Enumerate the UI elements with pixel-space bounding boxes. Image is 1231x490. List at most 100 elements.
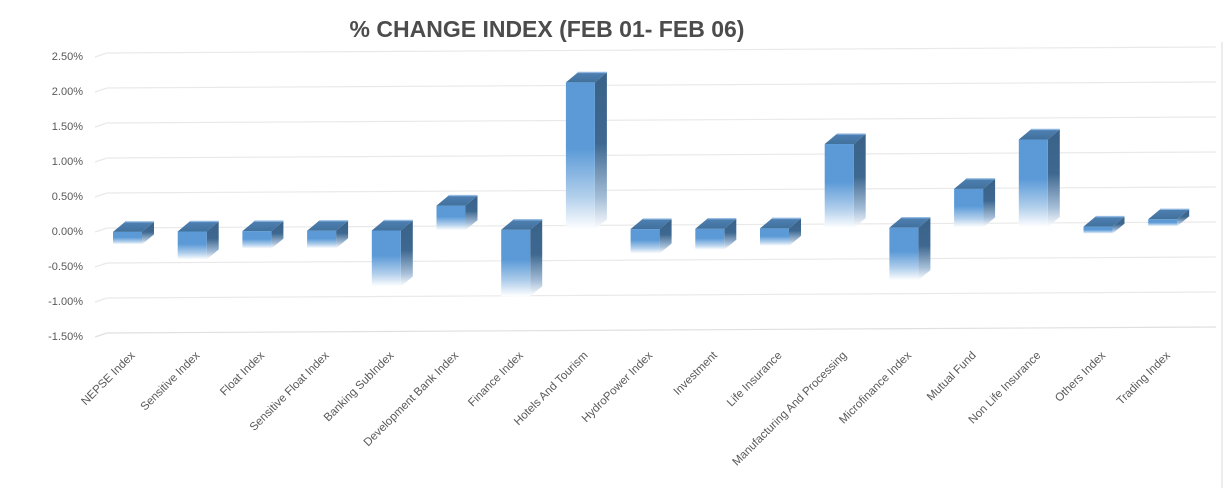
bar-top-face [1018, 129, 1060, 140]
gridline [106, 81, 1217, 89]
bar-front-face [1083, 226, 1113, 234]
x-category-label: NEPSE Index [79, 349, 137, 407]
bar-float-index[interactable] [242, 220, 284, 249]
bar-top-face [954, 178, 996, 189]
bar-hydropower-index[interactable] [630, 218, 672, 254]
bar-side-face [142, 221, 154, 245]
bar-front-face [436, 205, 466, 231]
bar-front-face [695, 228, 725, 250]
bar-front-face [565, 82, 595, 230]
gridline [106, 256, 1217, 264]
bar-top-face [436, 195, 478, 206]
bar-top-face [501, 219, 543, 230]
bar-life-insurance[interactable] [760, 217, 801, 246]
y-tick-label: 1.00% [52, 156, 83, 168]
bar-manufacturing-and-processing[interactable] [824, 133, 866, 229]
bar-front-face [242, 231, 272, 249]
bar-front-face [177, 231, 207, 260]
bar-top-face [1083, 216, 1125, 227]
gridline [106, 291, 1217, 299]
gridline-connector [94, 227, 108, 233]
bar-top-face [1148, 209, 1190, 220]
bar-side-face [853, 134, 866, 229]
bar-side-face [1112, 216, 1125, 234]
gridline-connector [94, 157, 108, 163]
bar-top-face [371, 220, 413, 231]
bar-side-face [789, 218, 801, 246]
bar-top-face [242, 221, 284, 232]
bar-top-face [695, 218, 737, 229]
gridline [106, 116, 1217, 124]
gridline-connector [94, 262, 108, 268]
bar-top-face [565, 72, 607, 83]
bar-others-index[interactable] [1083, 215, 1125, 234]
bar-front-face [1148, 219, 1178, 227]
bar-side-face [336, 220, 349, 249]
bar-development-bank-index[interactable] [436, 194, 478, 231]
bar-side-face [918, 217, 931, 281]
y-tick-label: 2.50% [52, 51, 83, 63]
bar-finance-index[interactable] [501, 219, 543, 297]
x-category-label: Others Index [1053, 349, 1108, 404]
bar-side-face [594, 72, 607, 230]
x-category-label: Non Life Insurance [967, 350, 1044, 427]
gridline-connector [94, 87, 108, 93]
bar-sensitive-index[interactable] [177, 220, 219, 260]
bar-side-face [530, 219, 543, 297]
bar-front-face [889, 227, 919, 281]
y-tick-label: -1.50% [48, 331, 83, 343]
bar-front-face [1018, 139, 1048, 227]
bar-top-face [630, 219, 672, 230]
gridline-connector [94, 332, 108, 338]
x-category-label: Microfinance Index [837, 349, 914, 426]
bar-side-face [659, 219, 672, 254]
gridline-connector [94, 122, 108, 128]
bar-hotels-and-tourism[interactable] [565, 71, 607, 230]
bar-side-face [400, 220, 413, 287]
bar-mutual-fund[interactable] [954, 178, 996, 228]
bar-top-face [307, 220, 349, 231]
bar-sensitive-float-index[interactable] [307, 220, 349, 249]
bar-trading-index[interactable] [1148, 208, 1190, 227]
bar-banking-subindex[interactable] [371, 219, 413, 287]
bar-front-face [824, 144, 854, 229]
x-category-label: HydroPower Index [580, 349, 656, 425]
bar-side-face [1177, 209, 1190, 227]
bar-front-face [307, 230, 337, 249]
bar-side-face [271, 221, 284, 249]
gridline [106, 46, 1217, 54]
y-tick-label: -0.50% [48, 261, 83, 273]
bar-front-face [371, 230, 401, 287]
bar-side-face [1047, 129, 1060, 227]
bar-front-face [113, 231, 142, 245]
bar-side-face [983, 178, 996, 228]
bar-nepse-index[interactable] [113, 221, 154, 245]
bar-non-life-insurance[interactable] [1018, 128, 1060, 227]
bar-top-face [889, 217, 931, 228]
bar-side-face [465, 195, 478, 231]
y-tick-label: 0.50% [52, 191, 83, 203]
x-category-label: Float Index [218, 349, 267, 398]
x-category-label: Investment [672, 349, 721, 398]
x-category-label: Mutual Fund [925, 350, 979, 404]
bar-investment[interactable] [695, 218, 737, 250]
y-tick-label: 1.50% [52, 121, 83, 133]
chart-title: % CHANGE INDEX (FEB 01- FEB 06) [350, 16, 745, 42]
bar-top-face [824, 134, 866, 145]
bar-front-face [954, 188, 984, 228]
gridline-connector [94, 52, 108, 58]
gridline-connector [94, 192, 108, 198]
bar-microfinance-index[interactable] [889, 216, 931, 281]
y-tick-label: 0.00% [52, 226, 83, 238]
bar-front-face [760, 228, 789, 246]
x-category-label: Finance Index [466, 349, 526, 409]
bar-side-face [724, 218, 737, 250]
x-category-label: Trading Index [1115, 349, 1173, 407]
gridline-connector [94, 297, 108, 303]
x-category-label: Sensitive Index [139, 349, 203, 413]
x-category-label: Manufacturing And Processing [731, 350, 850, 469]
gridline [106, 326, 1217, 334]
bar-top-face [113, 221, 154, 232]
